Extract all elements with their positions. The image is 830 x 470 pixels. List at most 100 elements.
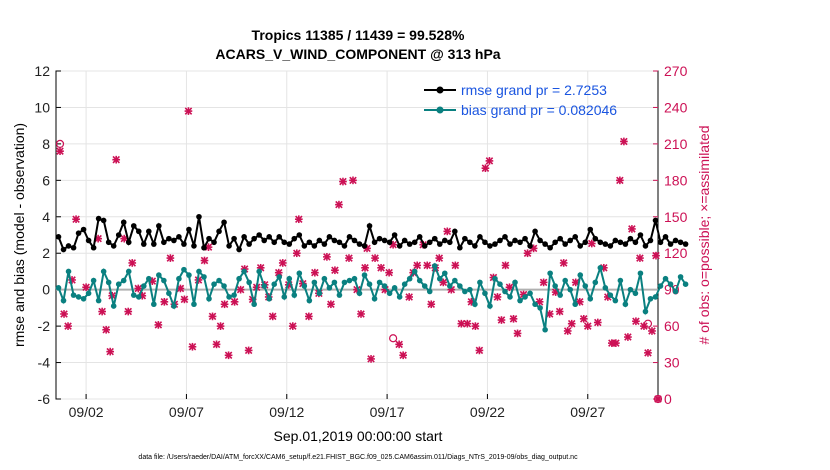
bias-point	[396, 294, 403, 300]
rmse-point	[366, 223, 373, 229]
obs-assimilated-marker	[305, 312, 313, 321]
right-y-tick-label: 120	[664, 245, 688, 261]
bias-point	[612, 297, 619, 304]
rmse-point	[457, 244, 463, 251]
obs-assimilated-marker	[501, 261, 510, 270]
left-y-tick-label: -6	[38, 391, 51, 407]
rmse-point	[135, 228, 142, 235]
obs-assimilated-marker	[106, 347, 115, 356]
rmse-point	[497, 237, 503, 244]
right-y-tick-label: 180	[664, 172, 688, 188]
bias-point	[592, 279, 599, 286]
left-y-tick-label: 4	[42, 209, 50, 225]
rmse-point	[517, 239, 523, 246]
bias-point	[452, 277, 458, 284]
bias-point	[286, 275, 293, 282]
obs-assimilated-marker	[632, 317, 640, 326]
bias-point	[637, 270, 644, 277]
obs-assimilated-marker	[311, 268, 319, 277]
left-y-tick-label: 8	[42, 136, 50, 152]
bias-point	[376, 279, 383, 286]
bias-point	[326, 285, 333, 291]
rmse-point	[592, 235, 599, 242]
bias-point	[477, 279, 483, 286]
rmse-point	[191, 243, 197, 249]
obs-assimilated-marker	[216, 322, 225, 330]
left-y-tick-label: -4	[38, 355, 51, 371]
rmse-point	[60, 246, 67, 253]
obs-assimilated-marker	[180, 295, 189, 304]
legend-bias-label: bias grand pr = 0.082046	[461, 102, 617, 118]
obs-assimilated-marker	[385, 268, 393, 277]
bias-point	[346, 277, 353, 284]
obs-assimilated-marker	[377, 263, 385, 272]
bias-point	[557, 292, 563, 298]
rmse-point	[452, 228, 458, 235]
rmse-point	[542, 241, 548, 247]
bias-point	[176, 275, 182, 282]
obs-assimilated-marker	[339, 177, 347, 186]
obs-assimilated-marker	[236, 285, 245, 294]
rmse-point	[527, 243, 533, 249]
left-y-tick-label: 10	[34, 99, 50, 115]
bias-point	[487, 303, 493, 309]
bias-point	[125, 268, 132, 275]
rmse-point	[196, 213, 202, 220]
obs-assimilated-marker	[652, 251, 660, 260]
rmse-point	[371, 239, 378, 246]
rmse-point	[401, 237, 408, 244]
bias-point	[361, 272, 368, 278]
rmse-point	[477, 234, 483, 240]
rmse-point	[522, 235, 528, 242]
rmse-point	[547, 244, 553, 251]
rmse-point	[502, 234, 508, 240]
obs-assimilated-marker	[98, 307, 106, 316]
rmse-point	[286, 241, 293, 247]
bias-point	[567, 286, 574, 293]
rmse-point	[672, 237, 679, 244]
bias-point	[211, 281, 217, 288]
bias-point	[261, 283, 267, 289]
rmse-point	[552, 239, 558, 246]
obs-assimilated-marker	[188, 342, 197, 351]
left-y-axis-label: rmse and bias (model - observation)	[11, 123, 27, 347]
rmse-point	[336, 239, 343, 246]
obs-assimilated-marker	[587, 239, 596, 248]
bias-point	[331, 279, 338, 286]
bias-point	[256, 268, 262, 275]
rmse-point	[637, 232, 644, 238]
obs-assimilated-marker	[471, 322, 480, 330]
obs-assimilated-marker	[184, 107, 193, 115]
obs-assimilated-marker	[636, 254, 644, 262]
bias-point	[366, 281, 373, 288]
bias-point	[502, 288, 508, 295]
obs-assimilated-marker	[555, 307, 564, 316]
bias-point	[542, 326, 548, 333]
obs-assimilated-marker	[224, 351, 233, 360]
rmse-point	[251, 235, 257, 242]
legend: rmse grand pr = 2.7253 bias grand pr = 0…	[424, 82, 617, 118]
bias-point	[652, 294, 659, 300]
obs-possible-marker	[653, 394, 663, 404]
bias-point	[241, 268, 247, 275]
bias-point	[281, 294, 288, 300]
obs-assimilated-marker	[327, 300, 335, 309]
rmse-point	[577, 243, 584, 249]
bias-point	[577, 272, 584, 278]
rmse-point	[617, 239, 624, 246]
rmse-point	[85, 237, 92, 244]
rmse-point	[110, 243, 117, 249]
obs-possible-marker	[389, 334, 398, 343]
bias-point	[115, 281, 122, 288]
obs-assimilated-marker	[82, 283, 90, 292]
rmse-point	[507, 241, 513, 247]
rmse-point	[261, 237, 267, 244]
rmse-point	[462, 235, 468, 242]
rmse-point	[356, 241, 363, 247]
bias-point	[266, 295, 273, 302]
rmse-point	[331, 237, 338, 244]
obs-assimilated-marker	[620, 137, 628, 146]
x-tick-label: 09/07	[169, 404, 204, 420]
obs-assimilated-marker	[212, 340, 221, 349]
